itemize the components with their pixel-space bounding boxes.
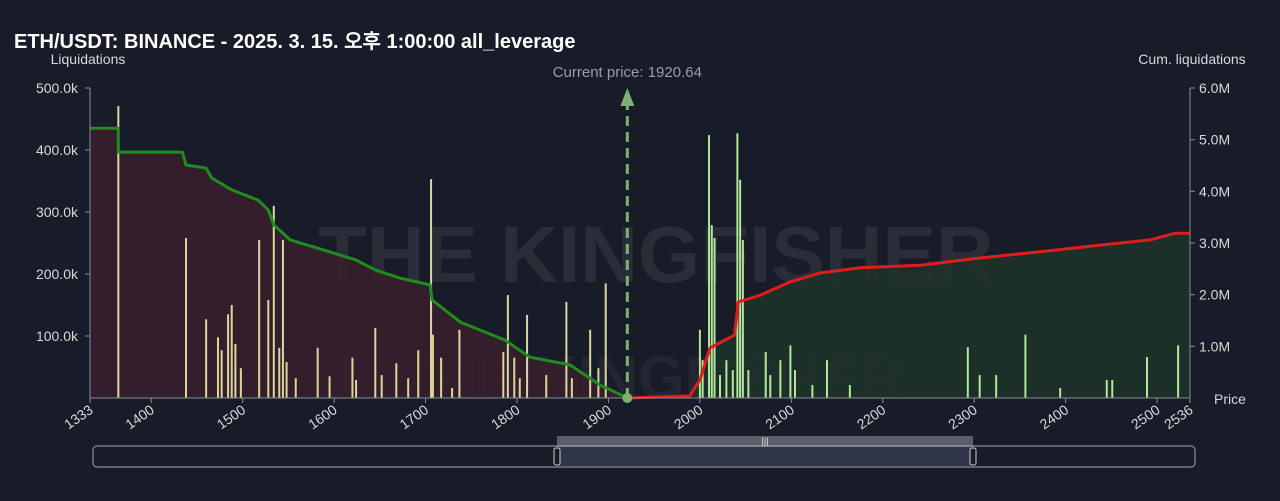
bar xyxy=(769,375,772,398)
bar xyxy=(355,380,358,398)
bar xyxy=(395,363,398,398)
x-axis-title: Price xyxy=(1214,391,1246,407)
bar xyxy=(825,360,828,398)
range-slider[interactable]: ||| xyxy=(92,436,1196,468)
current-price-arrow xyxy=(620,88,635,106)
bar xyxy=(545,375,548,398)
bar xyxy=(285,362,288,398)
bar xyxy=(747,370,750,398)
bar xyxy=(440,357,443,398)
bar xyxy=(417,350,420,398)
bar xyxy=(966,347,969,398)
slider-grip[interactable]: ||| xyxy=(761,436,768,446)
bar xyxy=(506,295,509,398)
chart-title: ETH/USDT: BINANCE - 2025. 3. 15. 오후 1:00… xyxy=(14,30,575,53)
y-tick-label: 100.0k xyxy=(36,328,79,344)
bar xyxy=(227,314,230,398)
slider-bar[interactable] xyxy=(557,436,973,447)
bar xyxy=(811,384,814,398)
bar xyxy=(502,352,505,398)
bar xyxy=(117,105,120,398)
bar xyxy=(234,344,237,398)
bar xyxy=(316,347,319,398)
bar xyxy=(258,239,261,398)
bar xyxy=(431,334,434,398)
current-price-dot xyxy=(622,393,633,403)
slider-handle[interactable] xyxy=(969,447,977,466)
cumulative-line xyxy=(627,231,1190,400)
annotation: Current price: 1920.64 xyxy=(553,64,702,81)
bar xyxy=(351,357,354,398)
bar xyxy=(1105,380,1108,398)
cumulative-line xyxy=(90,126,629,400)
y2-axis-title: Cum. liquidations xyxy=(1138,51,1245,67)
bar xyxy=(451,388,454,398)
bar xyxy=(1111,380,1114,398)
bar xyxy=(848,384,851,398)
y2-tick-label: 6.0M xyxy=(1199,80,1230,96)
bar xyxy=(1024,334,1027,398)
y-tick-label: 500.0k xyxy=(36,80,79,96)
bar xyxy=(736,133,739,398)
bar xyxy=(185,238,188,398)
bar xyxy=(294,378,297,398)
bar xyxy=(217,337,220,398)
bar xyxy=(589,329,592,398)
bar xyxy=(328,376,331,398)
bar xyxy=(710,225,713,398)
bar xyxy=(281,239,284,398)
y2-tick-label: 5.0M xyxy=(1199,132,1230,148)
bar xyxy=(513,357,516,398)
bar xyxy=(1146,357,1149,398)
bar xyxy=(708,135,711,398)
bar xyxy=(374,327,377,398)
bar xyxy=(789,345,792,398)
bar xyxy=(1177,345,1180,398)
bar xyxy=(205,319,208,398)
bar xyxy=(731,370,734,398)
bar xyxy=(278,347,281,398)
bar xyxy=(604,283,607,398)
y-axis-title: Liquidations xyxy=(51,51,126,67)
bar xyxy=(407,378,410,398)
bar xyxy=(570,378,573,398)
bar xyxy=(518,378,521,398)
bar xyxy=(458,329,461,398)
bar xyxy=(380,375,383,398)
y2-tick-label: 4.0M xyxy=(1199,183,1230,199)
bar xyxy=(239,368,242,398)
bar xyxy=(230,305,233,398)
y2-tick-label: 3.0M xyxy=(1199,235,1230,251)
slider-track[interactable] xyxy=(92,445,1196,468)
bar xyxy=(1059,388,1062,398)
bar xyxy=(713,238,716,398)
bar xyxy=(725,360,728,398)
y-tick-label: 300.0k xyxy=(36,204,79,220)
y2-tick-label: 1.0M xyxy=(1199,338,1230,354)
bar xyxy=(995,375,998,398)
bar xyxy=(741,239,744,398)
y-tick-label: 400.0k xyxy=(36,142,79,158)
bar xyxy=(719,375,722,398)
bar xyxy=(267,300,270,398)
lines xyxy=(90,126,1190,400)
bar xyxy=(565,301,568,398)
y2-tick-label: 2.0M xyxy=(1199,287,1230,303)
bar xyxy=(793,370,796,398)
bar xyxy=(978,375,981,398)
bar xyxy=(220,350,223,398)
bar xyxy=(764,352,767,398)
bar xyxy=(272,205,275,398)
bar xyxy=(701,360,704,398)
bar xyxy=(779,360,782,398)
y-tick-label: 200.0k xyxy=(36,266,79,282)
slider-window[interactable] xyxy=(557,447,973,466)
bar xyxy=(698,329,701,398)
area xyxy=(627,233,1190,398)
bar xyxy=(739,179,742,398)
slider-handle[interactable] xyxy=(553,447,561,466)
